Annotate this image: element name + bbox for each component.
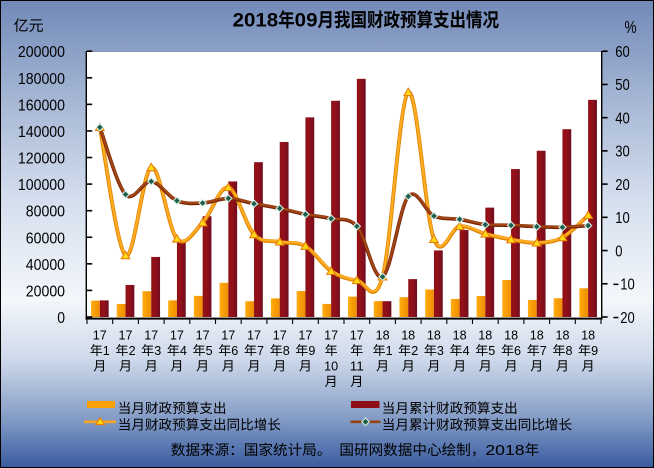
svg-text:40000: 40000 (26, 257, 65, 274)
svg-text:17: 17 (144, 328, 158, 343)
svg-text:2018: 2018 (233, 11, 279, 32)
svg-text:17: 17 (298, 328, 312, 343)
svg-text:140000: 140000 (18, 124, 65, 141)
svg-text:7: 7 (257, 343, 264, 358)
svg-text:2018: 2018 (485, 442, 524, 459)
svg-text:6: 6 (231, 343, 238, 358)
svg-text:60000: 60000 (26, 230, 65, 247)
svg-text:100000: 100000 (18, 177, 65, 194)
svg-text:18: 18 (376, 328, 390, 343)
svg-text:18: 18 (556, 328, 570, 343)
svg-text:80000: 80000 (26, 204, 65, 221)
svg-text:160000: 160000 (18, 97, 65, 114)
svg-text:17: 17 (119, 328, 133, 343)
svg-text:18: 18 (581, 328, 595, 343)
svg-text:0: 0 (57, 310, 65, 327)
svg-text:2: 2 (411, 343, 418, 358)
svg-text:10: 10 (620, 277, 635, 294)
svg-text:18: 18 (504, 328, 518, 343)
svg-text:1: 1 (103, 343, 110, 358)
svg-text:180000: 180000 (18, 71, 65, 88)
svg-text:40: 40 (615, 111, 630, 128)
svg-text:8: 8 (283, 343, 290, 358)
svg-text:17: 17 (221, 328, 235, 343)
svg-text:3: 3 (437, 343, 444, 358)
svg-text:5: 5 (488, 343, 495, 358)
svg-text:5: 5 (206, 343, 213, 358)
svg-text:17: 17 (273, 328, 287, 343)
svg-text:18: 18 (401, 328, 415, 343)
svg-text:0: 0 (615, 243, 622, 260)
svg-text:10: 10 (324, 359, 338, 374)
svg-text:18: 18 (453, 328, 467, 343)
svg-text:20: 20 (620, 310, 635, 327)
svg-text:18: 18 (530, 328, 544, 343)
svg-text:4: 4 (463, 343, 470, 358)
svg-text:17: 17 (324, 328, 338, 343)
svg-text:4: 4 (180, 343, 187, 358)
svg-text:%: % (625, 17, 637, 37)
svg-text:17: 17 (196, 328, 210, 343)
svg-text:200000: 200000 (18, 44, 65, 61)
svg-text:50: 50 (615, 77, 630, 94)
svg-text:20: 20 (615, 177, 630, 194)
svg-text:9: 9 (591, 343, 598, 358)
svg-text:120000: 120000 (18, 151, 65, 168)
svg-text:17: 17 (170, 328, 184, 343)
svg-text:7: 7 (540, 343, 547, 358)
svg-text:1: 1 (386, 343, 393, 358)
svg-text:20000: 20000 (26, 283, 65, 300)
svg-text:18: 18 (478, 328, 492, 343)
svg-text:2: 2 (129, 343, 136, 358)
svg-text:3: 3 (154, 343, 161, 358)
svg-text:60: 60 (615, 44, 630, 61)
svg-text:9: 9 (308, 343, 315, 358)
svg-text:10: 10 (615, 210, 630, 227)
svg-text:30: 30 (615, 144, 630, 161)
svg-text:18: 18 (427, 328, 441, 343)
svg-text:17: 17 (350, 328, 364, 343)
svg-text:11: 11 (350, 359, 364, 374)
svg-text:6: 6 (514, 343, 521, 358)
svg-text:09: 09 (295, 11, 318, 32)
svg-text:8: 8 (566, 343, 573, 358)
svg-text:17: 17 (93, 328, 107, 343)
svg-text:17: 17 (247, 328, 261, 343)
